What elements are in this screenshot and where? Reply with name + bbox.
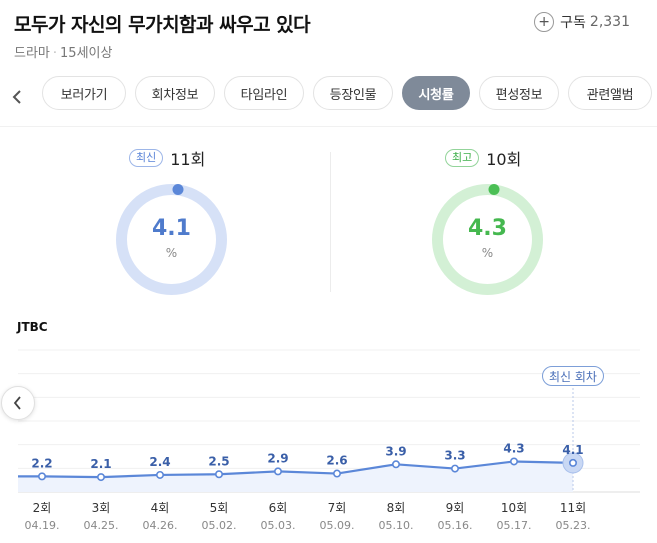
- data-label: 2.1: [90, 457, 111, 471]
- genre-label: 드라마: [14, 46, 50, 61]
- x-tick-episode: 7회: [328, 501, 347, 515]
- best-ring: [432, 184, 543, 295]
- x-tick-date: 05.23.: [556, 519, 591, 532]
- data-point: [215, 470, 224, 479]
- latest-rating-value: 4.1: [152, 216, 191, 241]
- x-tick-episode: 10회: [501, 501, 527, 515]
- data-label: 2.5: [208, 454, 229, 468]
- x-tick-date: 05.16.: [438, 519, 473, 532]
- x-tick-date: 04.25.: [84, 519, 119, 532]
- best-rating-donut: 4.3 %: [430, 182, 545, 297]
- subscribe-count: 2,331: [589, 14, 630, 30]
- subscribe-button[interactable]: + 구독 2,331: [534, 12, 630, 32]
- tab-1[interactable]: 회차정보: [135, 76, 215, 110]
- best-badge: 최고: [445, 149, 480, 167]
- data-label: 3.3: [444, 449, 465, 463]
- tab-6[interactable]: 관련앨범: [568, 76, 652, 110]
- best-rating-value: 4.3: [468, 216, 507, 241]
- data-label: 4.3: [503, 441, 524, 455]
- latest-episode-header: 최신 11회: [129, 146, 205, 170]
- x-tick-date: 05.10.: [379, 519, 414, 532]
- x-tick-episode: 4회: [151, 501, 170, 515]
- x-tick-episode: 5회: [210, 501, 229, 515]
- divider: [0, 126, 657, 127]
- best-episode-header: 최고 10회: [445, 146, 521, 170]
- tab-3[interactable]: 등장인물: [313, 76, 393, 110]
- data-point: [97, 473, 106, 482]
- data-point: [509, 457, 518, 466]
- best-rating-unit: %: [481, 246, 494, 260]
- data-point: [332, 469, 341, 478]
- page-title: 모두가 자신의 무가치함과 싸우고 있다: [14, 14, 311, 36]
- x-tick-episode: 2회: [33, 501, 52, 515]
- chevron-left-icon: [12, 90, 21, 104]
- chevron-left-icon: [13, 396, 21, 410]
- data-label: 2.4: [149, 455, 170, 469]
- latest-rating-donut: 4.1 %: [114, 182, 229, 297]
- data-label: 2.2: [31, 456, 52, 470]
- tab-4[interactable]: 시청률: [402, 76, 470, 110]
- plus-icon: +: [534, 12, 555, 32]
- tab-2[interactable]: 타임라인: [224, 76, 304, 110]
- x-tick-date: 05.03.: [261, 519, 296, 532]
- data-point: [568, 458, 577, 467]
- channel-label: JTBC: [17, 320, 48, 334]
- best-episode: 10회: [486, 150, 522, 169]
- data-point: [37, 472, 46, 481]
- series-area: [18, 461, 573, 492]
- latest-badge: 최신: [129, 149, 164, 167]
- meta-separator: ·: [52, 46, 58, 61]
- stat-divider: [330, 152, 331, 292]
- tab-bar: 보러가기 회차정보 타임라인 등장인물 시청률 편성정보 관련앨범: [42, 76, 657, 110]
- data-label: 4.1: [562, 443, 583, 457]
- subscribe-label: 구독: [560, 15, 586, 31]
- x-tick-episode: 9회: [446, 501, 465, 515]
- x-tick-episode: 11회: [560, 501, 586, 515]
- data-label: 2.6: [326, 454, 347, 468]
- data-point: [156, 470, 165, 479]
- ratings-line-chart: 2.2 2회 04.19. 2.1 3회 04.25. 2.4 4회 04.26. 2.5 5회 05…: [18, 349, 640, 532]
- best-ring-marker: [488, 184, 500, 195]
- data-label: 2.9: [267, 451, 288, 465]
- tab-scroll-left-button[interactable]: [8, 85, 26, 109]
- x-tick-date: 04.19.: [25, 519, 60, 532]
- data-label: 3.9: [385, 444, 406, 458]
- age-rating: 15세이상: [60, 46, 113, 61]
- x-tick-date: 05.09.: [320, 519, 355, 532]
- data-point: [450, 464, 459, 473]
- tab-0[interactable]: 보러가기: [42, 76, 126, 110]
- x-tick-date: 05.17.: [497, 519, 532, 532]
- program-meta: 드라마 · 15세이상: [14, 42, 112, 61]
- x-tick-date: 05.02.: [202, 519, 237, 532]
- x-tick-episode: 8회: [387, 501, 406, 515]
- latest-ring: [116, 184, 227, 295]
- tab-5[interactable]: 편성정보: [479, 76, 559, 110]
- latest-episode: 11회: [170, 150, 206, 169]
- latest-rating-unit: %: [165, 246, 178, 260]
- latest-episode-marker: 최신 회차: [542, 366, 604, 386]
- x-tick-date: 04.26.: [143, 519, 178, 532]
- latest-ring-marker: [172, 184, 184, 195]
- data-point: [273, 467, 282, 476]
- x-tick-episode: 6회: [269, 501, 288, 515]
- x-tick-episode: 3회: [92, 501, 111, 515]
- chart-prev-button[interactable]: [1, 386, 35, 420]
- data-point: [391, 460, 400, 469]
